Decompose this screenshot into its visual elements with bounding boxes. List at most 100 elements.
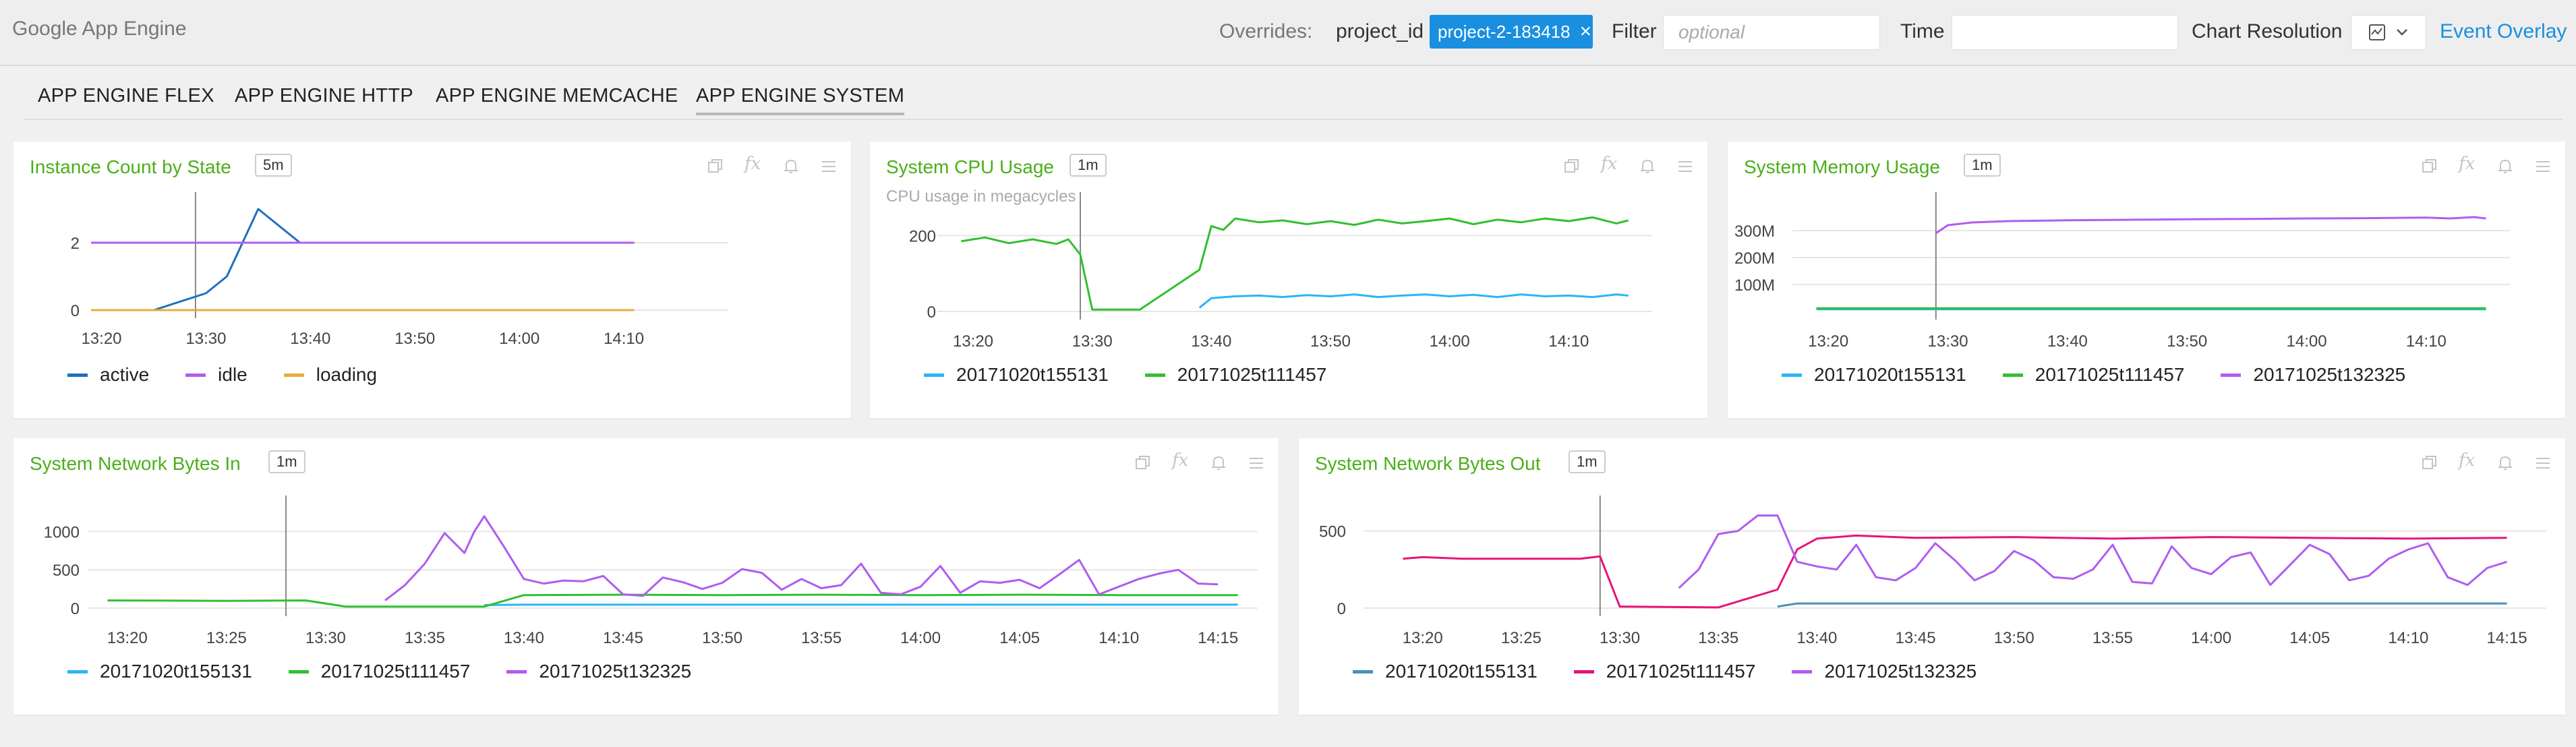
legend-label: loading: [316, 364, 378, 385]
panel-title: System Network Bytes Out: [1315, 453, 1541, 474]
legend-item[interactable]: loading: [283, 364, 378, 386]
memory-usage-chart: 100M 200M 300M 13:20 13:30 13:40 13:50 14:00 14:…: [1734, 192, 2510, 351]
fx-icon[interactable]: fx: [1172, 450, 1189, 471]
tab-app-engine-flex[interactable]: APP ENGINE FLEX: [38, 85, 214, 107]
legend-label: 20171025t111457: [2035, 364, 2185, 385]
x-tick-label: 13:50: [702, 629, 742, 647]
tabs-divider: [24, 119, 2563, 120]
y-tick-label: 300M: [1734, 222, 1775, 241]
bell-icon[interactable]: [782, 158, 800, 175]
legend-label: 20171020t155131: [1814, 364, 1966, 385]
x-tick-label: 13:30: [1928, 332, 1968, 351]
legend-item[interactable]: 20171025t132325: [1792, 661, 1977, 682]
y-tick-label: 0: [71, 302, 80, 320]
line-chart-icon: [2369, 24, 2385, 40]
bell-icon[interactable]: [1210, 454, 1227, 472]
x-tick-label: 14:00: [499, 330, 539, 348]
legend-item[interactable]: 20171025t111457: [1144, 364, 1327, 386]
menu-icon[interactable]: [1676, 158, 1694, 175]
menu-icon[interactable]: [1248, 454, 1265, 472]
copy-icon[interactable]: [2421, 158, 2438, 175]
x-tick-label: 14:10: [1548, 332, 1589, 351]
x-tick-label: 13:55: [801, 629, 842, 647]
chart-panel-instance-count: Instance Count by State 5m 0 2 13:20 13:30 1…: [13, 142, 851, 418]
legend-label: idle: [218, 364, 247, 385]
legend-item[interactable]: 20171020t155131: [924, 364, 1109, 386]
legend-item[interactable]: 20171025t132325: [2221, 364, 2405, 386]
project-id-value: project-2-183418: [1438, 21, 1571, 42]
legend-label: 20171025t111457: [320, 661, 471, 682]
x-tick-label: 14:00: [900, 629, 941, 647]
x-tick-label: 13:50: [1994, 629, 2035, 647]
legend-item[interactable]: idle: [185, 364, 247, 386]
chart-resolution-label: Chart Resolution: [2192, 20, 2343, 42]
resolution-badge: 5m: [255, 154, 292, 177]
x-tick-label: 13:50: [2167, 332, 2207, 351]
y-tick-label: 500: [1319, 522, 1346, 541]
panel-title: System Network Bytes In: [30, 453, 241, 474]
tab-app-engine-memcache[interactable]: APP ENGINE MEMCACHE: [436, 85, 678, 107]
tab-app-engine-http[interactable]: APP ENGINE HTTP: [235, 85, 414, 107]
project-id-label: project_id: [1336, 20, 1424, 42]
x-tick-label: 14:15: [1198, 629, 1238, 647]
x-tick-label: 13:40: [1191, 332, 1231, 351]
panel-subtitle: CPU usage in megacycles: [886, 187, 1076, 206]
menu-icon[interactable]: [820, 158, 838, 175]
legend-item[interactable]: 20171025t111457: [288, 661, 471, 682]
legend-label: 20171025t111457: [1177, 364, 1327, 385]
x-tick-label: 13:20: [1403, 629, 1443, 647]
chart-panel-network-bytes-in: System Network Bytes In 1m 0 500 1000 13:20…: [13, 438, 1279, 715]
legend-item[interactable]: 20171020t155131: [1353, 661, 1538, 682]
panel-title: System CPU Usage: [886, 156, 1054, 177]
close-icon[interactable]: ×: [1579, 20, 1592, 42]
y-tick-label: 0: [71, 600, 80, 618]
project-id-chip[interactable]: project-2-183418 ×: [1430, 15, 1593, 49]
bell-icon[interactable]: [2496, 158, 2514, 175]
x-tick-label: 13:40: [290, 330, 330, 348]
series-line-20171025t132325: [1935, 216, 2486, 235]
copy-icon[interactable]: [2421, 454, 2438, 472]
fx-icon[interactable]: fx: [744, 154, 761, 174]
chart-panel-cpu-usage: System CPU Usage 1m CPU usage in megacyc…: [870, 142, 1707, 418]
menu-icon[interactable]: [2534, 454, 2552, 472]
chart-resolution-select[interactable]: [2351, 15, 2426, 50]
fx-icon[interactable]: fx: [2459, 154, 2476, 174]
bell-icon[interactable]: [2496, 454, 2514, 472]
copy-icon[interactable]: [1563, 158, 1581, 175]
x-tick-label: 13:20: [953, 332, 993, 351]
legend-swatch: [288, 669, 309, 674]
time-input[interactable]: [1952, 15, 2178, 50]
series-line-20171025t111457: [961, 216, 1629, 311]
tab-app-engine-system[interactable]: APP ENGINE SYSTEM: [696, 85, 905, 115]
chart-panel-memory-usage: System Memory Usage 1m 100M 200M 300M 13:20…: [1728, 142, 2565, 418]
x-tick-label: 14:00: [1430, 332, 1470, 351]
app-title: Google App Engine: [12, 18, 187, 40]
bell-icon[interactable]: [1639, 158, 1656, 175]
legend-item[interactable]: active: [67, 364, 149, 386]
resolution-badge: 1m: [1964, 154, 2001, 177]
legend-item[interactable]: 20171025t132325: [506, 661, 691, 682]
y-tick-label: 200: [909, 227, 936, 245]
x-tick-label: 13:45: [1896, 629, 1936, 647]
series-line-active: [91, 208, 635, 311]
menu-icon[interactable]: [2534, 158, 2552, 175]
event-overlay-link[interactable]: Event Overlay: [2440, 20, 2567, 42]
copy-icon[interactable]: [1134, 454, 1152, 472]
legend-item[interactable]: 20171020t155131: [1782, 364, 1966, 386]
legend-swatch: [185, 373, 206, 377]
x-tick-label: 14:10: [604, 330, 644, 348]
network-bytes-in-chart: 0 500 1000 13:20 13:25 13:30 13:35 13:40 13:45 13…: [44, 496, 1258, 647]
filter-input[interactable]: [1663, 15, 1880, 50]
series-line-20171025t132325: [1678, 514, 2507, 589]
legend-item[interactable]: 20171025t111457: [2002, 364, 2185, 386]
legend-label: 20171025t132325: [539, 661, 692, 682]
fx-icon[interactable]: fx: [1601, 154, 1618, 174]
legend-label: 20171020t155131: [100, 661, 252, 682]
y-tick-label: 500: [53, 562, 80, 580]
resolution-badge: 1m: [268, 450, 305, 473]
legend-item[interactable]: 20171025t111457: [1573, 661, 1755, 682]
fx-icon[interactable]: fx: [2459, 450, 2476, 471]
legend-item[interactable]: 20171020t155131: [67, 661, 252, 682]
copy-icon[interactable]: [707, 158, 724, 175]
x-tick-label: 14:05: [999, 629, 1040, 647]
